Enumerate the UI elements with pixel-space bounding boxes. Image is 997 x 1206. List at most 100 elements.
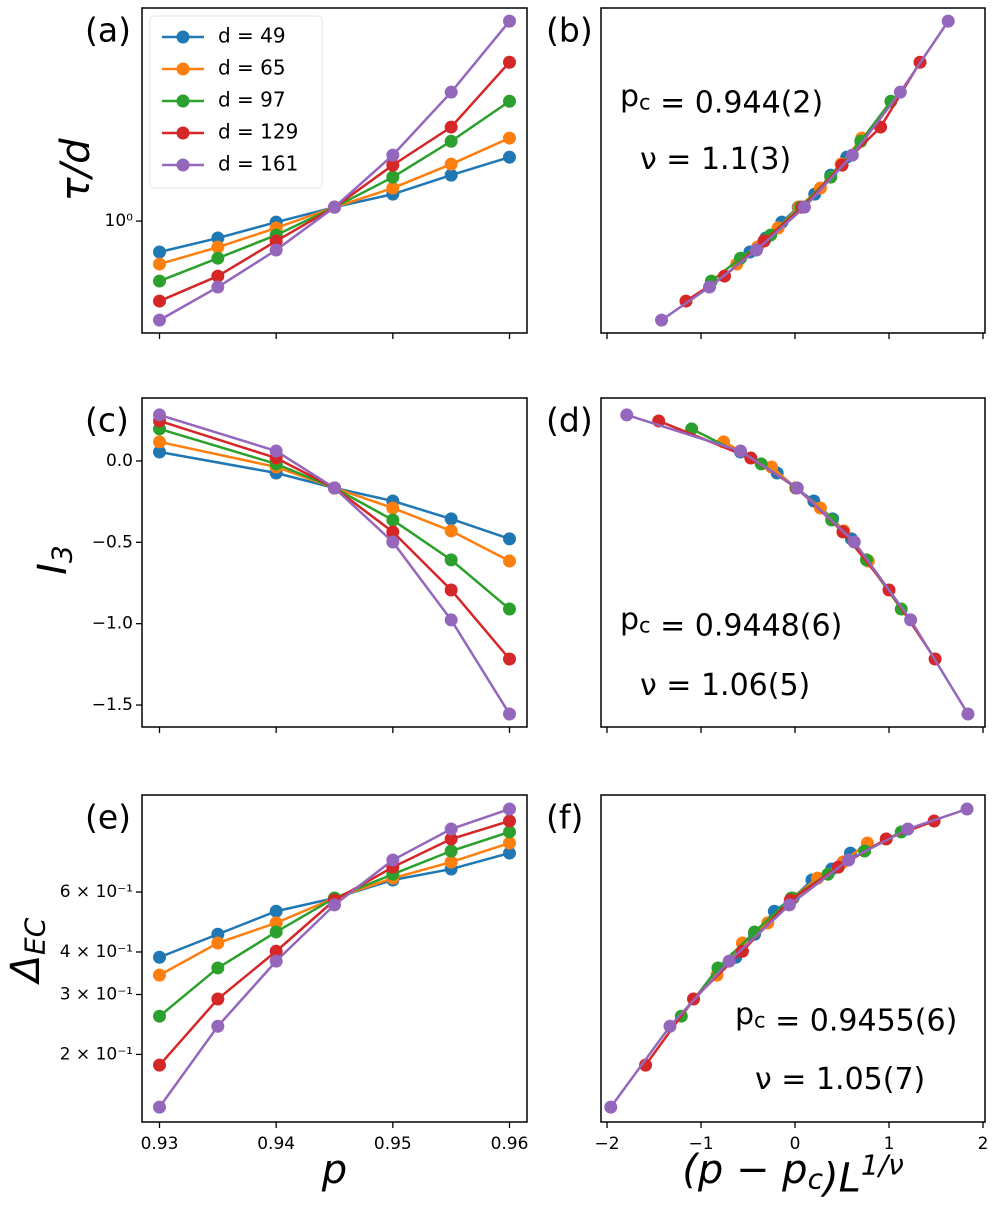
marker (503, 825, 516, 839)
text-part: = 0.9448(6) (651, 608, 843, 643)
marker (655, 313, 669, 327)
annotation: pc = 0.944(2) (620, 79, 823, 120)
marker (444, 613, 458, 627)
text-part: p (620, 79, 639, 114)
marker (757, 234, 771, 248)
marker (503, 652, 516, 666)
panel: 0.93 0.94 0.95 0.96 2 × 10⁻¹ 3 × 10⁻¹ 4 × 10⁻¹… (3, 794, 529, 1193)
marker (503, 814, 516, 828)
legend-marker (176, 158, 190, 172)
marker (797, 200, 811, 214)
marker (386, 535, 400, 549)
superscript: 1/ν (861, 1148, 904, 1181)
y-tick-label: 10⁰ (105, 211, 134, 231)
marker (269, 444, 283, 458)
marker (211, 240, 225, 254)
marker (386, 513, 400, 527)
x-tick-label: 0.95 (374, 1134, 412, 1154)
marker (782, 898, 796, 912)
x-axis-label: (p − pc)L1/ν (682, 1147, 904, 1201)
marker (153, 257, 166, 271)
marker (503, 836, 516, 850)
text-part: p (735, 997, 754, 1032)
panel-label: (d) (546, 401, 593, 440)
marker (503, 707, 516, 721)
legend-marker (176, 30, 190, 44)
marker (153, 245, 166, 259)
marker (269, 916, 283, 930)
marker (153, 1009, 166, 1023)
marker (722, 954, 736, 968)
marker (444, 85, 458, 99)
marker (790, 481, 804, 495)
subscript: EC (18, 917, 51, 955)
marker (211, 269, 225, 283)
marker (153, 950, 166, 964)
panel: 10⁰ (a) τ/d d = 49 d = 65 d = 97 d = 129 d = 16… (53, 7, 528, 339)
marker (893, 85, 907, 99)
annotation: ν = 1.1(3) (640, 142, 791, 177)
x-tick-label: 0.96 (491, 1134, 529, 1154)
legend-box (149, 15, 323, 189)
subscript: 3 (45, 545, 78, 563)
marker (444, 524, 458, 538)
text-part: ν = 1.05(7) (755, 1062, 925, 1097)
marker (153, 968, 166, 982)
legend-label: d = 129 (218, 120, 298, 144)
annotation: pc = 0.9448(6) (620, 602, 842, 643)
marker (211, 1019, 225, 1033)
subscript: c (754, 1008, 766, 1032)
text-part: = 0.9455(6) (766, 1003, 958, 1038)
marker (960, 802, 974, 816)
y-tick-label: −0.5 (92, 532, 133, 552)
annotation: ν = 1.05(7) (755, 1062, 925, 1097)
marker (328, 898, 341, 912)
marker (733, 444, 747, 458)
marker (444, 512, 458, 526)
marker (153, 435, 166, 449)
marker (604, 1100, 618, 1114)
series-line (691, 427, 903, 610)
marker (503, 602, 516, 616)
marker (941, 14, 955, 28)
panel: −1.5 −1.0 −0.5 0.0 (c) I3 (30, 397, 528, 733)
text-part: ν = 1.06(5) (640, 668, 810, 703)
subscript: c (639, 90, 651, 114)
marker (153, 294, 166, 308)
marker (211, 936, 225, 950)
x-tick-label: 0 (790, 1134, 801, 1154)
marker (503, 55, 516, 69)
annotation: ν = 1.06(5) (640, 668, 810, 703)
axes-frame (600, 397, 986, 728)
marker (386, 501, 400, 515)
text-part: p (321, 1147, 347, 1193)
legend-marker (176, 126, 190, 140)
x-tick-label: 0.94 (257, 1134, 295, 1154)
y-tick-label: 6 × 10⁻¹ (60, 882, 133, 902)
marker (842, 853, 856, 867)
text-part: τ/d (53, 138, 99, 202)
series-line (159, 419, 511, 660)
text-part: (p − p (682, 1147, 807, 1193)
marker (901, 822, 915, 836)
x-tick-label: −1 (688, 1134, 713, 1154)
marker (444, 168, 458, 182)
axes-frame (141, 794, 528, 1123)
axes-frame (600, 794, 986, 1123)
marker (663, 1019, 677, 1033)
marker (444, 120, 458, 134)
x-tick-label: 0.93 (141, 1134, 179, 1154)
marker (211, 231, 225, 245)
axes-frame (141, 7, 528, 334)
series-line (159, 413, 511, 715)
legend-label: d = 97 (218, 88, 286, 112)
marker (153, 274, 166, 288)
marker (503, 94, 516, 108)
marker (386, 853, 400, 867)
marker (444, 583, 458, 597)
annotation: pc = 0.9455(6) (735, 997, 957, 1038)
marker (961, 707, 975, 721)
marker (503, 14, 516, 28)
subscript: c (808, 1162, 824, 1195)
marker (386, 181, 400, 195)
